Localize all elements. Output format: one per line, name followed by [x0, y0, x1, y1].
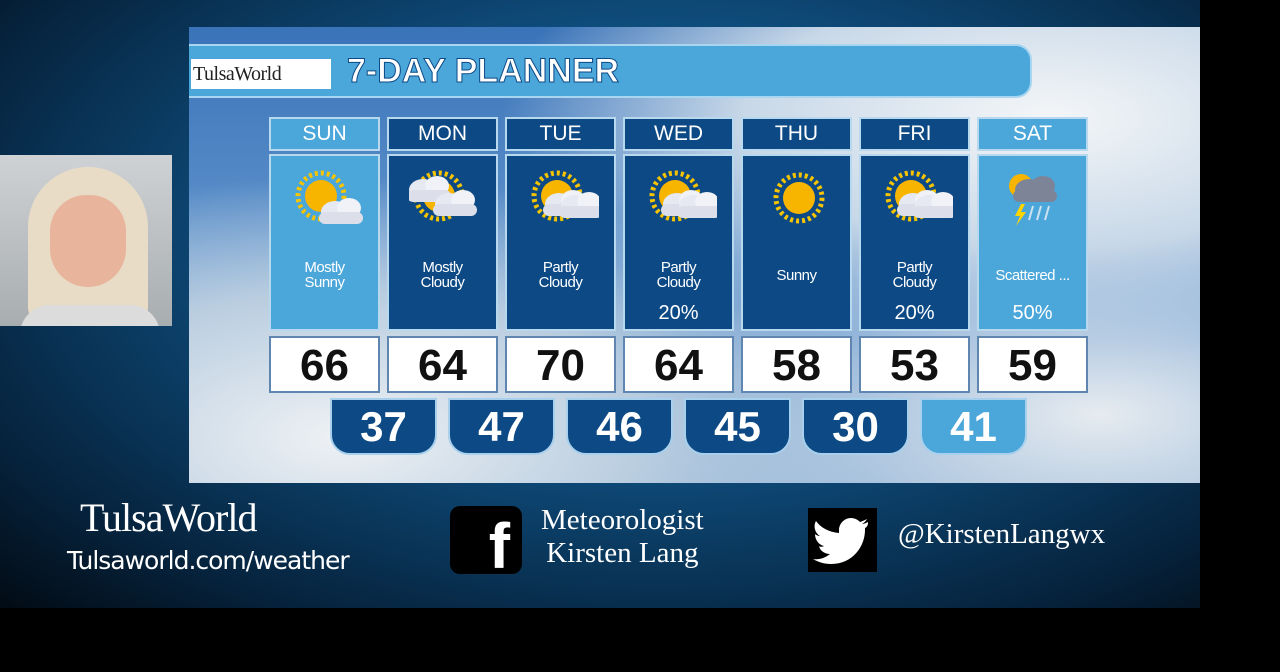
high-temp: 59	[977, 336, 1088, 393]
low-temp: 30	[802, 398, 909, 455]
website-link[interactable]: Tulsaworld.com/weather	[67, 546, 350, 575]
footer-brand-logo: TulsaWorld	[80, 495, 257, 540]
high-temp: 70	[505, 336, 616, 393]
graphic-title: 7-DAY PLANNER	[346, 52, 620, 91]
partly-cloudy-icon	[881, 168, 957, 230]
tulsa-world-logo: TulsaWorld	[191, 59, 331, 89]
twitter-icon	[808, 508, 877, 572]
weather-graphic: TulsaWorld 7-DAY PLANNER SUN Mostly Sunny…	[189, 27, 1200, 483]
low-temp: 46	[566, 398, 673, 455]
facebook-line1: Meteorologist	[541, 504, 704, 536]
day-label: THU	[741, 117, 852, 151]
low-temp: 47	[448, 398, 555, 455]
day-conditions: Mostly Cloudy	[387, 154, 498, 331]
partly-cloudy-icon	[645, 168, 721, 230]
condition-text: Partly Cloudy	[892, 259, 937, 291]
day-conditions: Partly Cloudy 20%	[859, 154, 970, 331]
precip-chance: 20%	[894, 302, 935, 324]
mostly-sunny-icon	[291, 168, 363, 230]
partly-cloudy-icon	[527, 168, 603, 230]
condition-text: Mostly Cloudy	[420, 259, 465, 291]
facebook-line2: Kirsten Lang	[546, 537, 699, 569]
low-temp: 37	[330, 398, 437, 455]
facebook-page[interactable]: Meteorologist Kirsten Lang	[541, 504, 704, 570]
high-temp: 64	[387, 336, 498, 393]
condition-text: Mostly Sunny	[304, 259, 345, 291]
day-label: SUN	[269, 117, 380, 151]
condition-text: Scattered ...	[995, 267, 1070, 284]
day-label: TUE	[505, 117, 616, 151]
low-temp: 45	[684, 398, 791, 455]
day-conditions: Sunny	[741, 154, 852, 331]
high-temp: 66	[269, 336, 380, 393]
day-conditions: Partly Cloudy	[505, 154, 616, 331]
mostly-cloudy-icon	[407, 168, 481, 230]
day-label: FRI	[859, 117, 970, 151]
condition-text: Partly Cloudy	[656, 259, 701, 291]
day-conditions: Scattered ... 50%	[977, 154, 1088, 331]
sunny-icon	[763, 168, 835, 230]
facebook-icon: f	[450, 506, 522, 574]
precip-chance: 20%	[658, 302, 699, 324]
presenter-webcam	[0, 155, 172, 326]
high-temp: 58	[741, 336, 852, 393]
twitter-handle[interactable]: @KirstenLangwx	[898, 518, 1106, 550]
day-conditions: Mostly Sunny	[269, 154, 380, 331]
day-conditions: Partly Cloudy 20%	[623, 154, 734, 331]
title-bar: TulsaWorld 7-DAY PLANNER	[189, 44, 1032, 98]
precip-chance: 50%	[1012, 302, 1053, 324]
day-label: SAT	[977, 117, 1088, 151]
high-temp: 53	[859, 336, 970, 393]
high-temp: 64	[623, 336, 734, 393]
day-label: WED	[623, 117, 734, 151]
condition-text: Sunny	[776, 267, 817, 284]
low-temp: 41	[920, 398, 1027, 455]
thunderstorm-icon	[999, 168, 1071, 230]
condition-text: Partly Cloudy	[538, 259, 583, 291]
day-label: MON	[387, 117, 498, 151]
